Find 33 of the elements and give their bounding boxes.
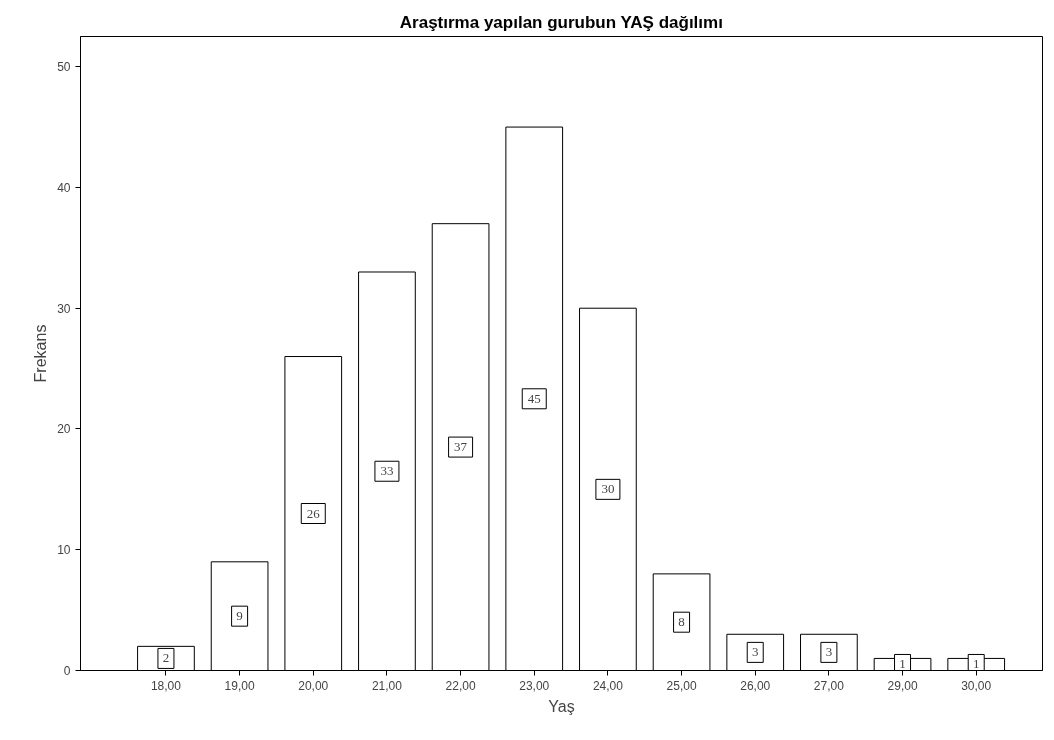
y-tick-label: 20 [57,422,71,437]
x-tick-label: 23,00 [519,678,550,693]
x-axis-title: Yaş [548,697,575,715]
data-label: 3 [751,644,759,660]
y-tick-label: 30 [57,301,71,316]
x-tick-label: 27,00 [813,678,845,693]
x-tick-label: 20,00 [298,678,329,693]
x-tick-label: 22,00 [445,678,476,693]
data-label: 1 [899,656,906,672]
x-tick-label: 26,00 [740,678,771,693]
y-tick-label: 50 [57,60,71,75]
x-tick-label: 25,00 [666,678,697,693]
x-tick-label: 24,00 [592,678,624,693]
y-tick-label: 0 [63,664,71,678]
data-label: 9 [236,608,243,624]
x-tick-label: 18,00 [150,678,182,693]
data-label: 8 [678,614,685,630]
x-tick-label: 29,00 [887,678,918,693]
x-tick-label: 21,00 [371,678,403,693]
x-tick-label: 30,00 [961,678,992,693]
x-tick-label: 19,00 [224,678,255,693]
data-label: 2 [162,650,170,666]
chart-title: Araştırma yapılan gurubun YAŞ dağılımı [399,12,723,32]
data-label: 26 [306,505,321,521]
data-label: 30 [601,481,615,497]
data-label: 37 [454,439,468,455]
y-tick-label: 10 [57,543,71,558]
data-label: 33 [380,463,394,479]
y-tick-label: 40 [57,180,71,195]
y-axis-title: Frekans [32,324,50,383]
data-label: 1 [972,656,980,672]
data-label: 45 [527,390,541,406]
data-label: 3 [825,644,833,660]
